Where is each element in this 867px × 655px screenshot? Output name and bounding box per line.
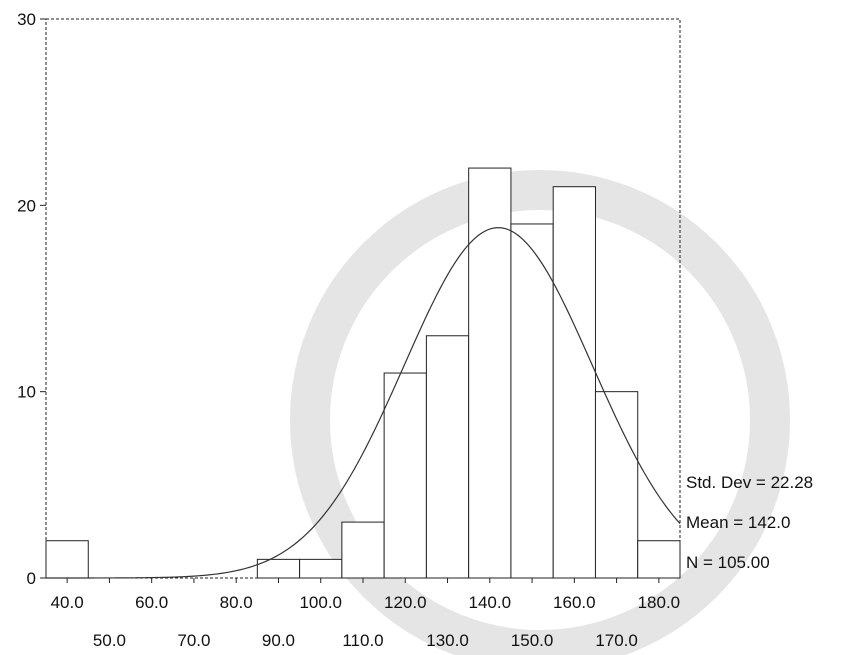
- x-tick-label-130.0: 130.0: [426, 631, 469, 650]
- x-tick-label-50.0: 50.0: [93, 631, 126, 650]
- x-axis-ticks: 40.0 60.0 80.0 100.0 120.0 140.0 160.0 180.0 50.…: [51, 578, 681, 650]
- x-tick-label-120.0: 120.0: [384, 593, 427, 612]
- bar-180: [637, 540, 681, 579]
- bar-110: [341, 521, 385, 579]
- x-tick-label-170.0: 170.0: [595, 631, 638, 650]
- bar-140: [468, 167, 512, 579]
- x-tick-label-90.0: 90.0: [262, 631, 295, 650]
- x-tick-label-100.0: 100.0: [299, 593, 342, 612]
- watermark-logo: [290, 170, 790, 655]
- x-tick-label-70.0: 70.0: [177, 631, 210, 650]
- bar-160: [552, 186, 596, 579]
- y-tick-label-10: 10: [17, 383, 36, 402]
- x-tick-label-110.0: 110.0: [342, 631, 383, 650]
- bar-130: [425, 335, 470, 579]
- x-tick-label-80.0: 80.0: [220, 593, 253, 612]
- x-tick-label-60.0: 60.0: [135, 593, 168, 612]
- stat-n: N = 105.00: [686, 553, 770, 572]
- bar-150: [510, 223, 554, 579]
- y-tick-label-30: 30: [17, 10, 36, 29]
- stat-std-dev: Std. Dev = 22.28: [686, 473, 814, 492]
- bar-100: [299, 558, 343, 579]
- x-tick-label-160.0: 160.0: [553, 593, 596, 612]
- histogram-bars: [45, 167, 681, 579]
- x-tick-label-180.0: 180.0: [638, 593, 681, 612]
- y-tick-label-20: 20: [17, 196, 36, 215]
- y-tick-label-0: 0: [27, 569, 36, 588]
- normal-curve: [46, 227, 681, 579]
- x-tick-label-150.0: 150.0: [511, 631, 554, 650]
- stat-mean: Mean = 142.0: [686, 513, 791, 532]
- x-tick-label-40.0: 40.0: [51, 593, 84, 612]
- bar-170: [594, 391, 639, 579]
- bar-40: [45, 540, 89, 579]
- y-axis-ticks: 0 10 20 30: [17, 10, 46, 588]
- x-tick-label-140.0: 140.0: [469, 593, 512, 612]
- bar-120: [383, 372, 427, 579]
